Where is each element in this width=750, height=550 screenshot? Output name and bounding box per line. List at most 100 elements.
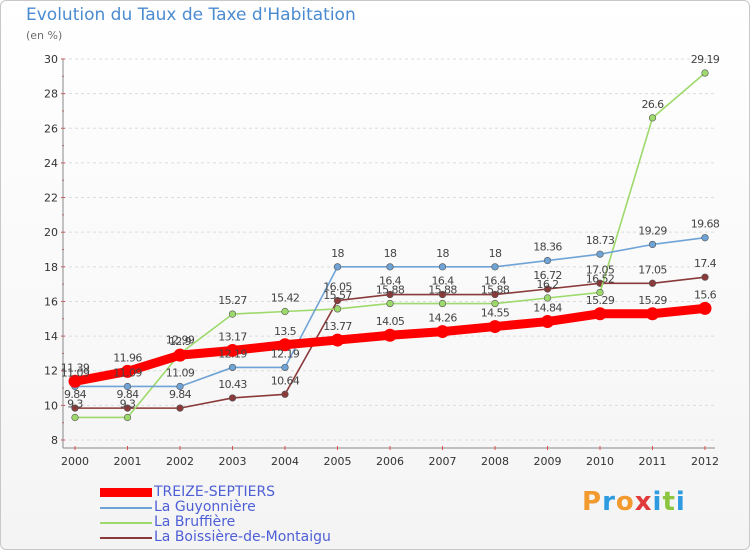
x-tick-label: 2008 [481,455,509,468]
y-tick-label: 12 [44,365,58,378]
legend-item-la-guyonniere[interactable]: La Guyonnière [100,500,400,515]
data-label: 18 [384,247,397,260]
data-point [596,288,604,297]
data-labels: 11.09 11.09 11.09 12.19 12.19 18 18 18 18 18.36 18… [61,53,721,410]
data-point [386,290,394,299]
y-tick-label: 8 [51,434,58,447]
data-point [333,263,342,271]
logo-letter: x [634,487,653,517]
data-label: 16.2 [536,278,558,291]
data-point [123,413,132,422]
data-point [386,299,394,308]
data-point [333,305,342,313]
data-label: 9.3 [67,397,83,410]
data-point [541,315,554,329]
y-tick-label: 26 [44,122,58,135]
chart-title: Evolution du Taux de Taxe d'Habitation [26,5,356,25]
x-tick-label: 2007 [429,455,457,468]
x-tick-label: 2012 [691,455,719,468]
y-tick-label: 24 [44,157,58,170]
data-label: 14.05 [376,315,405,328]
data-point [596,250,604,258]
data-point [543,294,552,302]
x-tick-label: 2005 [324,455,352,468]
data-label: 13.17 [218,330,247,343]
data-point [68,374,82,388]
data-point [436,325,449,339]
legend-swatch [100,537,152,539]
data-point [543,285,552,293]
data-point [173,348,187,362]
data-point [228,394,237,402]
data-point [71,404,79,412]
y-tick-label: 22 [44,192,58,205]
legend-item-treize-septiers[interactable]: TREIZE-SEPTIERS [100,485,400,500]
logo-letter: o [615,487,635,517]
data-point [333,296,342,305]
data-label: 15.57 [323,289,352,302]
data-label: 16.05 [323,281,352,294]
data-point [228,310,237,318]
data-label: 29.19 [691,53,720,66]
x-tick-label: 2010 [586,455,614,468]
x-tick-label: 2009 [534,455,562,468]
data-label: 19.68 [691,218,720,231]
data-label: 12.19 [218,347,247,360]
series [68,69,712,422]
data-label: 16.72 [533,269,562,282]
data-label: 12.19 [271,347,300,360]
x-tick-label: 2006 [376,455,404,468]
y-tick-label: 10 [44,399,58,412]
data-point [123,404,132,412]
data-label: 11.96 [113,351,142,364]
data-label: 16.52 [586,272,615,285]
data-label: 11.39 [61,361,90,374]
legend-swatch [100,507,152,509]
data-label: 16.4 [431,275,454,288]
logo-letter: t [662,487,676,517]
data-point [226,343,239,357]
data-point [278,338,292,352]
data-label: 17.05 [638,263,667,276]
data-point [701,234,709,242]
y-tick-label: 14 [44,330,58,343]
legend-item-la-boissiere-de-montaigu[interactable]: La Boissière-de-Montaigu [100,530,400,545]
data-label: 10.43 [218,378,247,391]
data-label: 18 [331,247,344,260]
data-point [281,363,289,372]
data-point [71,413,79,422]
data-label: 16.4 [379,275,402,288]
data-label: 15.29 [586,294,615,307]
data-label: 11.09 [166,366,195,379]
data-point [701,273,709,281]
legend-item-la-bruffiere[interactable]: La Bruffière [100,515,400,530]
data-label: 10.64 [271,374,300,387]
data-label: 17.05 [586,263,615,276]
data-point [383,328,397,342]
logo-letter: r [602,487,616,517]
data-label: 9.84 [169,388,192,401]
data-label: 11.09 [61,366,90,379]
y-axis-unit: (en %) [26,29,63,42]
data-label: 9.84 [116,388,139,401]
y-tick-label: 16 [44,295,58,308]
data-point [438,299,447,308]
data-label: 9.3 [120,397,136,410]
x-tick-label: 2000 [61,455,89,468]
data-label: 18.73 [586,234,615,247]
data-label: 15.29 [638,294,667,307]
data-point [648,279,657,287]
data-point [491,299,499,308]
data-label: 12.99 [166,334,195,347]
data-label: 14.26 [428,312,457,325]
legend-label: TREIZE-SEPTIERS [154,484,276,500]
data-label: 11.09 [113,366,142,379]
axes: 8 10 12 14 16 18 20 22 24 26 28 30 2000 2001 2002 2003 2… [44,53,719,468]
logo-letter: i [652,487,663,517]
data-label: 15.88 [481,284,510,297]
data-label: 15.88 [428,284,457,297]
data-point [648,114,657,122]
data-label: 12.9 [169,335,192,348]
data-label: 14.55 [481,307,510,320]
